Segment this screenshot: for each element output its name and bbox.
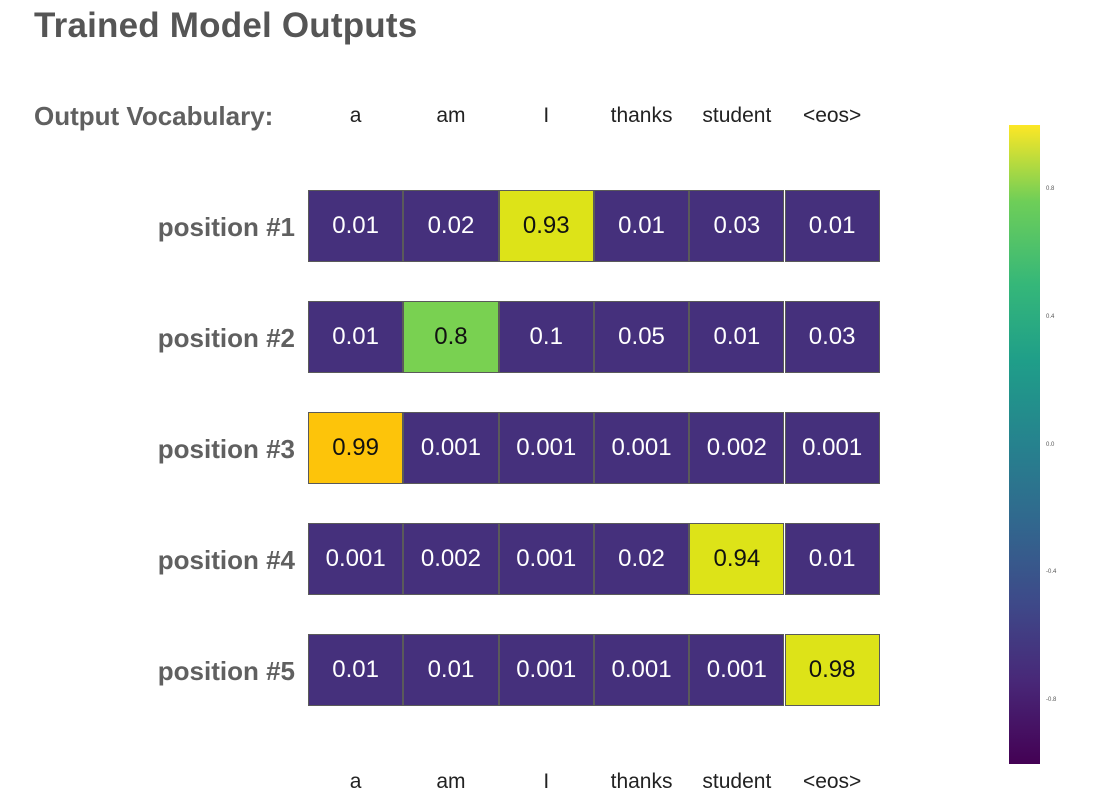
heatmap-cell: 0.05: [593, 301, 690, 373]
row-label: position #5: [157, 656, 295, 686]
heatmap-cell: 0.01: [784, 190, 880, 262]
top-col-label: thanks: [610, 104, 673, 127]
bottom-col-label: I: [543, 770, 550, 793]
heatmap-cell: 0.02: [593, 523, 690, 595]
bottom-col-label: <eos>: [802, 770, 862, 793]
top-col-label: a: [349, 104, 362, 127]
heatmap-cell: 0.01: [784, 523, 880, 595]
heatmap-cell: 0.01: [593, 190, 690, 262]
heatmap-cell: 0.001: [308, 523, 404, 595]
top-col-label: <eos>: [802, 104, 862, 127]
row-label: position #3: [157, 434, 295, 464]
heatmap-cell: 0.001: [498, 412, 594, 484]
bottom-col-label: thanks: [610, 770, 673, 793]
row-label: position #2: [157, 323, 295, 353]
heatmap-cell: 0.001: [689, 634, 785, 706]
heatmap-cell: 0.002: [689, 412, 785, 484]
row-label: position #1: [157, 212, 295, 242]
heatmap-cell: 0.99: [308, 412, 404, 484]
heatmap-cell: 0.001: [593, 634, 690, 706]
heatmap-cell: 0.001: [498, 634, 594, 706]
heatmap-cell: 0.001: [784, 412, 880, 484]
heatmap-cell: 0.1: [498, 301, 594, 373]
top-col-label: I: [543, 104, 550, 127]
heatmap-cell: 0.8: [403, 301, 499, 373]
top-col-label: am: [436, 104, 466, 127]
colorbar-tick-label: 0.4: [1046, 313, 1055, 320]
page-title: Trained Model Outputs: [34, 6, 418, 45]
heatmap-cell: 0.94: [689, 523, 785, 595]
heatmap-cell: 0.001: [498, 523, 594, 595]
bottom-col-label: student: [702, 770, 772, 793]
heatmap-cell: 0.93: [498, 190, 594, 262]
heatmap-cell: 0.01: [308, 190, 404, 262]
colorbar-tick-label: -0.4: [1046, 569, 1057, 576]
row-label: position #4: [157, 545, 295, 575]
heatmap-cell: 0.001: [403, 412, 499, 484]
heatmap-cell: 0.02: [403, 190, 499, 262]
colorbar-tick-label: 0.0: [1046, 441, 1055, 448]
colorbar-tick-label: 0.8: [1046, 185, 1055, 192]
bottom-col-label: am: [436, 770, 466, 793]
bottom-col-label: a: [349, 770, 362, 793]
top-col-label: student: [702, 104, 772, 127]
output-vocabulary-label: Output Vocabulary:: [34, 101, 274, 131]
colorbar-gradient: [1009, 125, 1040, 764]
heatmap-cell: 0.002: [403, 523, 499, 595]
heatmap-cell: 0.98: [784, 634, 880, 706]
heatmap-cell: 0.01: [308, 301, 404, 373]
heatmap-cell: 0.001: [593, 412, 690, 484]
colorbar-tick-label: -0.8: [1046, 697, 1057, 704]
heatmap-cell: 0.01: [403, 634, 499, 706]
heatmap-cell: 0.03: [784, 301, 880, 373]
heatmap-cell: 0.03: [689, 190, 785, 262]
heatmap-cell: 0.01: [308, 634, 404, 706]
colorbar: [1009, 125, 1040, 764]
heatmap-cell: 0.01: [689, 301, 785, 373]
